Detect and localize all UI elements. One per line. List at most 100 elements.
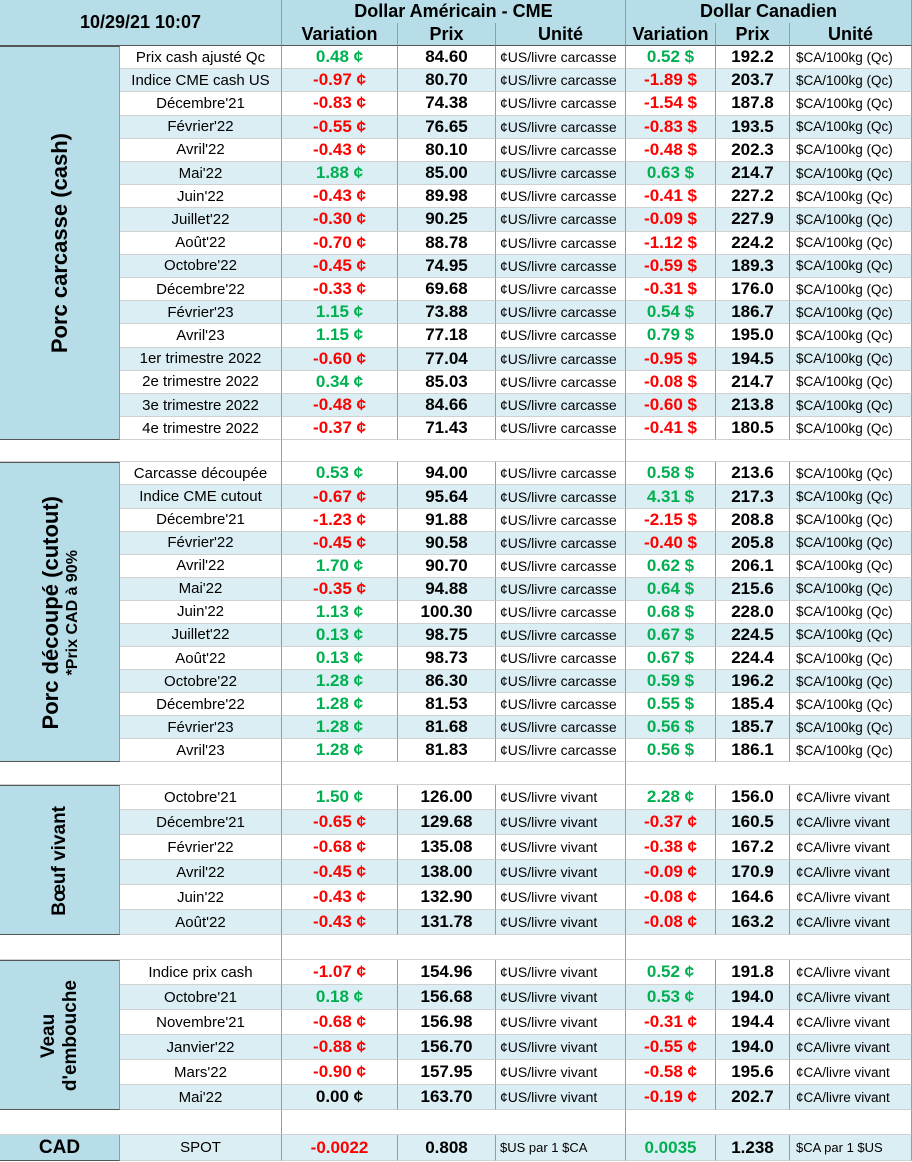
ca-price: 202.3 [716, 138, 790, 162]
us-price: 157.95 [398, 1060, 496, 1086]
ca-variation: -0.19 ¢ [626, 1085, 716, 1111]
ca-unit: $CA/100kg (Qc) [790, 693, 912, 717]
ca-variation: -1.54 $ [626, 92, 716, 116]
ca-unit: $CA/100kg (Qc) [790, 347, 912, 371]
us-price: 84.66 [398, 394, 496, 418]
ca-price: 187.8 [716, 92, 790, 116]
us-price: 0.808 [398, 1135, 496, 1161]
ca-unit: $CA/100kg (Qc) [790, 278, 912, 302]
ca-variation: -0.59 $ [626, 254, 716, 278]
us-variation: -1.07 ¢ [282, 960, 398, 986]
row-label: SPOT [120, 1135, 282, 1161]
us-variation: 0.00 ¢ [282, 1085, 398, 1111]
ca-price: 164.6 [716, 885, 790, 911]
column-header: Prix [716, 23, 790, 46]
ca-unit: $CA/100kg (Qc) [790, 301, 912, 325]
row-label: Indice prix cash [120, 960, 282, 986]
ca-price: 214.7 [716, 370, 790, 394]
row-label: Octobre'21 [120, 785, 282, 811]
us-variation: 1.13 ¢ [282, 600, 398, 624]
us-price: 80.10 [398, 138, 496, 162]
us-unit: ¢US/livre carcasse [496, 417, 626, 441]
ca-price: 213.6 [716, 462, 790, 486]
ca-price: 163.2 [716, 910, 790, 936]
spacer [0, 440, 282, 463]
us-unit: ¢US/livre carcasse [496, 92, 626, 116]
us-price: 81.83 [398, 739, 496, 763]
us-price: 74.95 [398, 254, 496, 278]
section-title-line: *Prix CAD à 90% [63, 549, 81, 676]
row-label: Février'22 [120, 531, 282, 555]
us-unit: ¢US/livre carcasse [496, 577, 626, 601]
us-price: 81.53 [398, 693, 496, 717]
us-unit: ¢US/livre vivant [496, 960, 626, 986]
ca-price: 202.7 [716, 1085, 790, 1111]
spacer [0, 1110, 282, 1136]
ca-variation: 0.58 $ [626, 462, 716, 486]
ca-unit: $CA/100kg (Qc) [790, 670, 912, 694]
section-title-line: d'embouche [59, 979, 81, 1092]
ca-price: 228.0 [716, 600, 790, 624]
ca-unit: $CA/100kg (Qc) [790, 115, 912, 139]
ca-unit: $CA/100kg (Qc) [790, 254, 912, 278]
us-variation: -0.43 ¢ [282, 885, 398, 911]
us-price: 138.00 [398, 860, 496, 886]
ca-unit: $CA/100kg (Qc) [790, 69, 912, 93]
us-unit: ¢US/livre carcasse [496, 278, 626, 302]
ca-variation: 0.56 $ [626, 716, 716, 740]
ca-unit: $CA/100kg (Qc) [790, 600, 912, 624]
ca-unit: $CA par 1 $US [790, 1135, 912, 1161]
ca-unit: ¢CA/livre vivant [790, 1060, 912, 1086]
us-unit: ¢US/livre carcasse [496, 739, 626, 763]
us-price: 81.68 [398, 716, 496, 740]
row-label: Octobre'21 [120, 985, 282, 1011]
ca-variation: -0.55 ¢ [626, 1035, 716, 1061]
row-label: Décembre'21 [120, 92, 282, 116]
ca-unit: ¢CA/livre vivant [790, 1035, 912, 1061]
us-unit: ¢US/livre carcasse [496, 301, 626, 325]
ca-unit: $CA/100kg (Qc) [790, 508, 912, 532]
ca-unit: $CA/100kg (Qc) [790, 370, 912, 394]
row-label: Juillet'22 [120, 623, 282, 648]
us-unit: ¢US/livre vivant [496, 1035, 626, 1061]
us-price: 84.60 [398, 46, 496, 70]
column-header: Unité [496, 23, 626, 46]
us-unit: ¢US/livre vivant [496, 860, 626, 886]
us-variation: -0.60 ¢ [282, 347, 398, 371]
row-label: Août'22 [120, 647, 282, 671]
row-label: 4e trimestre 2022 [120, 417, 282, 441]
row-label: Mai'22 [120, 1085, 282, 1111]
us-variation: 0.13 ¢ [282, 623, 398, 648]
column-header: Variation [282, 23, 398, 46]
us-price: 154.96 [398, 960, 496, 986]
us-price: 89.98 [398, 185, 496, 209]
ca-price: 194.0 [716, 1035, 790, 1061]
spacer [282, 440, 626, 463]
us-price: 156.68 [398, 985, 496, 1011]
us-variation: 1.15 ¢ [282, 324, 398, 348]
section-title: Porc carcasse (cash) [47, 133, 73, 353]
ca-variation: -0.37 ¢ [626, 810, 716, 836]
spacer [0, 762, 282, 786]
ca-price: 191.8 [716, 960, 790, 986]
ca-unit: $CA/100kg (Qc) [790, 324, 912, 348]
us-variation: 1.28 ¢ [282, 716, 398, 740]
us-variation: -0.45 ¢ [282, 531, 398, 555]
ca-price: 203.7 [716, 69, 790, 93]
row-label: Janvier'22 [120, 1035, 282, 1061]
row-label: Décembre'21 [120, 508, 282, 532]
us-unit: ¢US/livre carcasse [496, 670, 626, 694]
us-price: 77.18 [398, 324, 496, 348]
section-title: Veau d'embouche [38, 980, 82, 1091]
us-price: 95.64 [398, 485, 496, 509]
ca-price: 213.8 [716, 394, 790, 418]
ca-variation: 0.0035 [626, 1135, 716, 1161]
us-price: 74.38 [398, 92, 496, 116]
us-variation: -0.0022 [282, 1135, 398, 1161]
ca-variation: 0.63 $ [626, 162, 716, 186]
us-unit: ¢US/livre carcasse [496, 254, 626, 278]
ca-price: 195.0 [716, 324, 790, 348]
us-unit: ¢US/livre carcasse [496, 508, 626, 532]
us-variation: -0.37 ¢ [282, 417, 398, 441]
ca-variation: -0.09 ¢ [626, 860, 716, 886]
